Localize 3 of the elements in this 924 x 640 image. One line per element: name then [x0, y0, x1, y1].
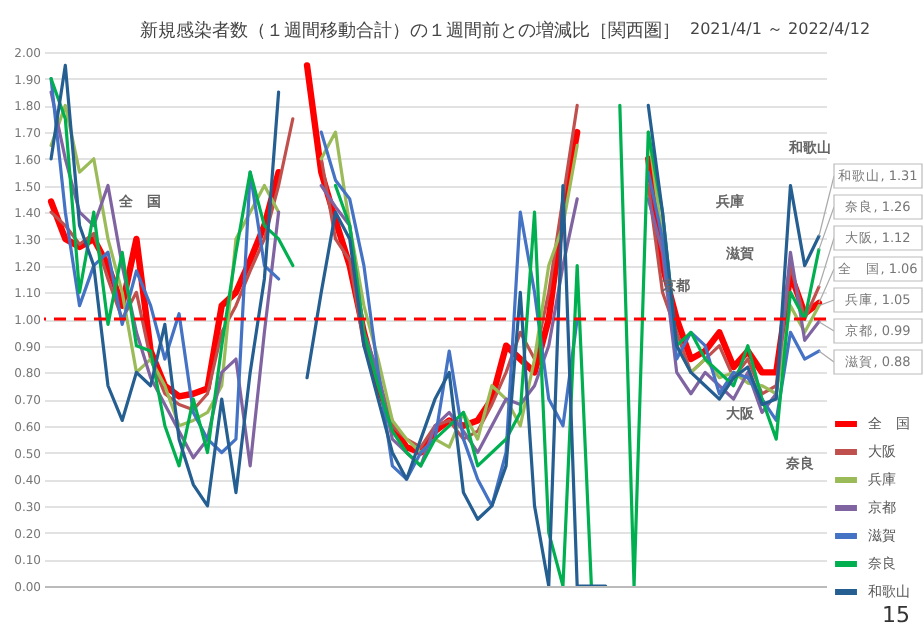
text: 15 — [882, 602, 910, 628]
chart-title: 新規感染者数（１週間移動合計）の１週間前との増減比［関西圏］ — [140, 20, 680, 42]
chart-subtitle: 2021/4/1 ～ 2022/4/12 — [690, 20, 871, 38]
